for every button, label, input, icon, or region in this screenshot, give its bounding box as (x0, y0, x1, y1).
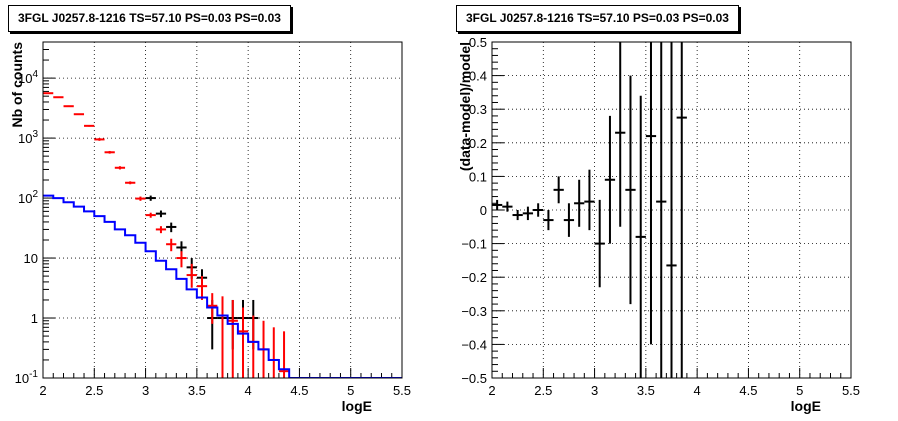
x-tick-label: 3 (142, 383, 149, 398)
series-group (43, 92, 402, 378)
x-tick-label: 2.5 (85, 383, 103, 398)
y-tick-label: −0.3 (461, 304, 487, 319)
y-tick-label: 0.5 (469, 35, 487, 50)
y-tick-label: 0 (480, 203, 487, 218)
y-tick-label: 10 (24, 251, 38, 266)
y-tick-label: 102 (18, 189, 38, 206)
y-tick-label: 10-1 (15, 369, 39, 386)
plot-frame (491, 41, 852, 379)
x-tick-label: 3 (591, 383, 598, 398)
y-tick-label: 0.4 (469, 69, 487, 84)
model-step-line (43, 194, 402, 378)
x-axis-title: logE (342, 398, 372, 414)
x-tick-label: 2.5 (534, 383, 552, 398)
y-tick-label: −0.4 (461, 337, 487, 352)
x-tick-label: 4.5 (739, 383, 757, 398)
y-axis-title: (data-model)/model (457, 42, 473, 171)
x-tick-label: 3.5 (188, 383, 206, 398)
plot-frame (42, 41, 403, 379)
x-tick-label: 5 (347, 383, 354, 398)
series-group (492, 42, 687, 378)
x-tick-label: 2 (39, 383, 46, 398)
y-tick-label: 0.2 (469, 136, 487, 151)
y-tick-label: 1 (31, 311, 38, 326)
right-chart-title: 3FGL J0257.8-1216 TS=57.10 PS=0.03 PS=0.… (456, 5, 739, 32)
x-tick-label: 3.5 (637, 383, 655, 398)
y-tick-label: −0.1 (461, 237, 487, 252)
x-tick-label: 5.5 (393, 383, 411, 398)
x-tick-label: 2 (488, 383, 495, 398)
y-tick-label: 0.3 (469, 102, 487, 117)
counts-panel: 2 2.5 3 3.5 4 4.5 5 5.5 10-1 1 10 102 103 104 logE Nb o… (9, 41, 411, 414)
x-tick-label: 4 (245, 383, 252, 398)
left-chart-title: 3FGL J0257.8-1216 TS=57.10 PS=0.03 PS=0.… (8, 5, 291, 32)
x-tick-label: 4 (694, 383, 701, 398)
x-tick-label: 5 (796, 383, 803, 398)
y-tick-label: −0.5 (461, 371, 487, 386)
y-tick-label: 0.1 (469, 169, 487, 184)
x-tick-label: 5.5 (842, 383, 860, 398)
y-tick-label: −0.2 (461, 270, 487, 285)
y-axis-title: Nb of counts (9, 42, 25, 128)
y-tick-label: 103 (18, 129, 38, 146)
y-tick-label: 104 (18, 69, 38, 86)
x-tick-label: 4.5 (290, 383, 308, 398)
residuals-panel: 2 2.5 3 3.5 4 4.5 5 5.5 −0.5 −0.4 −0.3 −0.2 −0.1 0 0.1… (457, 35, 860, 414)
x-axis-title: logE (791, 398, 821, 414)
